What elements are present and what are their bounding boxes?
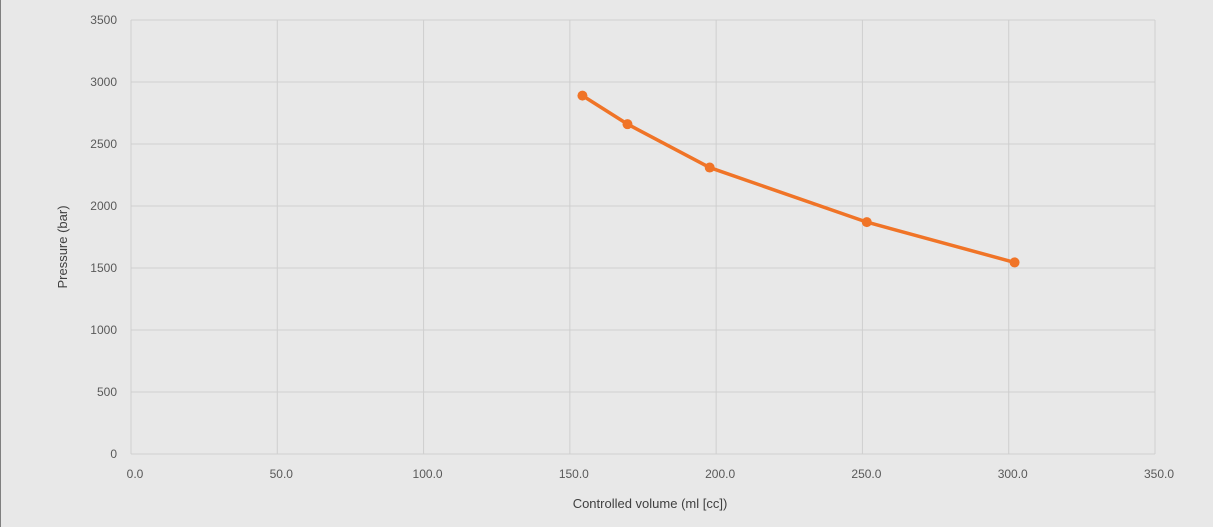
y-tick-label: 2500 bbox=[90, 137, 117, 151]
x-tick-label: 300.0 bbox=[998, 467, 1028, 481]
series-line bbox=[580, 93, 1017, 265]
x-tick-label: 0.0 bbox=[127, 467, 144, 481]
y-tick-label: 3000 bbox=[90, 75, 117, 89]
gridlines bbox=[130, 19, 1156, 455]
x-tick-label: 350.0 bbox=[1144, 467, 1174, 481]
x-tick-label: 250.0 bbox=[851, 467, 881, 481]
series-layer bbox=[577, 90, 1020, 268]
data-point bbox=[622, 119, 633, 130]
data-point bbox=[704, 162, 715, 173]
y-tick-label: 3500 bbox=[90, 13, 117, 27]
y-axis-title: Pressure (bar) bbox=[55, 205, 70, 288]
y-tick-label: 2000 bbox=[90, 199, 117, 213]
tick-labels: 0 500 1000 1500 2000 2500 3000 3500 0.0 50.0 100.0… bbox=[90, 13, 1174, 481]
y-tick-label: 1500 bbox=[90, 261, 117, 275]
x-tick-label: 100.0 bbox=[413, 467, 443, 481]
x-tick-label: 150.0 bbox=[559, 467, 589, 481]
data-point bbox=[1009, 257, 1020, 268]
data-point bbox=[577, 90, 588, 101]
y-tick-label: 1000 bbox=[90, 323, 117, 337]
data-point bbox=[861, 217, 872, 228]
x-axis-title: Controlled volume (ml [cc]) bbox=[573, 496, 728, 511]
x-tick-label: 200.0 bbox=[705, 467, 735, 481]
y-tick-label: 500 bbox=[97, 385, 117, 399]
y-tick-label: 0 bbox=[110, 447, 117, 461]
x-tick-label: 50.0 bbox=[270, 467, 294, 481]
